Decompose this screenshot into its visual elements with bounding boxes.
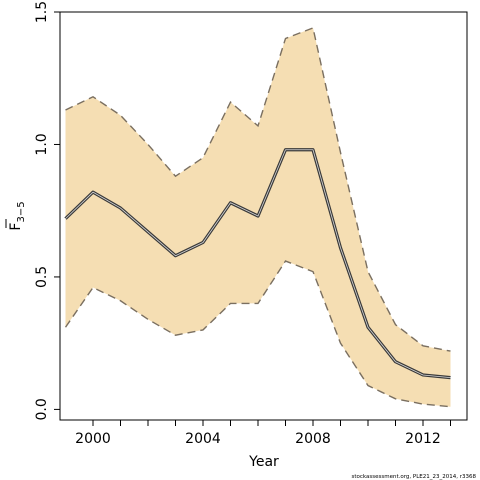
y-axis-title-main: F xyxy=(8,223,24,231)
x-tick-label: 2012 xyxy=(405,431,441,447)
x-tick-label: 2000 xyxy=(75,431,111,447)
svg-text:F3−5: F3−5 xyxy=(8,201,27,230)
y-axis-title-subscript: 3−5 xyxy=(16,201,27,222)
y-tick-label: 0.0 xyxy=(34,398,50,420)
x-axis: 2000 2004 2008 2012 xyxy=(75,420,451,447)
y-axis: 0.0 0.5 1.0 1.5 xyxy=(34,1,60,421)
x-tick-label: 2008 xyxy=(295,431,331,447)
x-tick-label: 2004 xyxy=(185,431,221,447)
band-upper-line xyxy=(65,26,451,352)
series-line-group xyxy=(64,148,451,380)
plot-frame xyxy=(59,11,468,421)
y-axis-title: F3−5 xyxy=(5,201,27,231)
footer-text: stockassessment.org, PLE21_23_2014, r336… xyxy=(352,474,477,480)
y-tick-label: 0.5 xyxy=(34,266,50,288)
series-line xyxy=(65,149,451,379)
band-lower-line xyxy=(64,260,451,408)
y-tick-label: 1.0 xyxy=(34,133,50,155)
x-axis-title: Year xyxy=(248,454,279,470)
y-tick-label: 1.5 xyxy=(34,1,50,23)
